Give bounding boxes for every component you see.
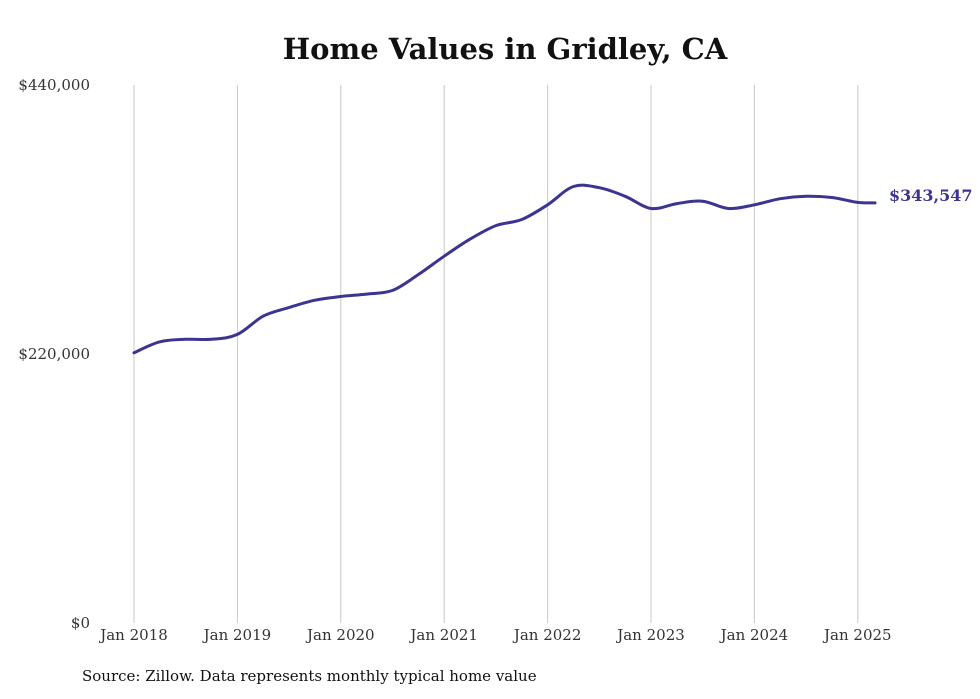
source-note: Source: Zillow. Data represents monthly … (82, 667, 537, 685)
end-value-label: $343,547 (889, 186, 973, 205)
x-axis-ticks: Jan 2018 Jan 2019 Jan 2020 Jan 2021 Jan 2022… (98, 626, 891, 644)
x-tick-label: Jan 2020 (305, 626, 375, 644)
x-tick-label: Jan 2021 (408, 626, 478, 644)
x-tick-label: Jan 2022 (512, 626, 582, 644)
x-tick-label: Jan 2025 (822, 626, 892, 644)
y-axis-ticks: $0 $220,000 $440,000 (18, 76, 90, 632)
y-tick-label: $0 (71, 614, 90, 632)
x-tick-label: Jan 2024 (719, 626, 789, 644)
x-tick-label: Jan 2018 (98, 626, 168, 644)
series-layer (132, 183, 877, 355)
x-tick-label: Jan 2019 (202, 626, 272, 644)
y-tick-label: $220,000 (18, 345, 90, 363)
x-tick-label: Jan 2023 (615, 626, 685, 644)
chart-title: Home Values in Gridley, CA (283, 32, 728, 66)
grid-lines (133, 85, 859, 623)
series-line-0 (132, 183, 877, 355)
y-tick-label: $440,000 (18, 76, 90, 94)
